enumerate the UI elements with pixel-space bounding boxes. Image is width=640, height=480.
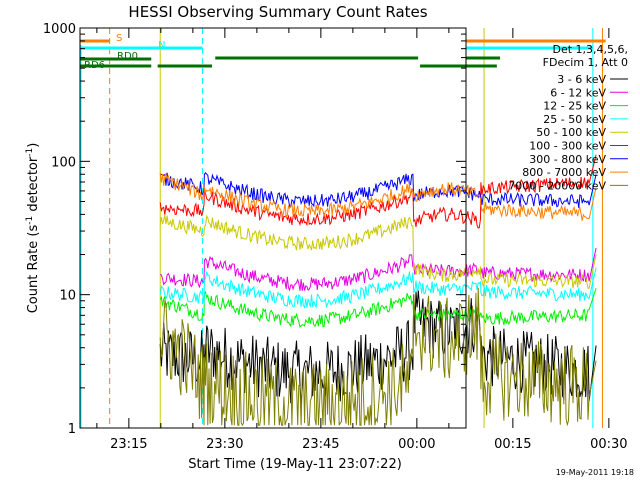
plot-frame bbox=[79, 27, 467, 429]
y-axis-label-main: Count Rate (s bbox=[26, 225, 41, 314]
y-tick-label: 1000 bbox=[43, 22, 76, 37]
legend-entry-label: 3 - 6 keV bbox=[557, 73, 606, 86]
legend-entry-label: 100 - 300 keV bbox=[529, 140, 606, 153]
flag-label: S bbox=[116, 33, 122, 44]
x-tick-label: 23:15 bbox=[110, 437, 147, 452]
series-line bbox=[159, 287, 597, 328]
x-tick-label: 23:45 bbox=[302, 437, 339, 452]
legend-entry-label: 12 - 25 keV bbox=[543, 100, 606, 113]
y-axis-label-mid: detector bbox=[26, 156, 41, 216]
series-line bbox=[159, 172, 597, 221]
plot-area: S N RD0 RD6 bbox=[80, 28, 606, 428]
y-axis-label-end: ) bbox=[26, 143, 41, 148]
x-tick-label: 00:00 bbox=[398, 437, 435, 452]
x-tick-label: 00:15 bbox=[494, 437, 531, 452]
legend: Det 1,3,4,5,6, FDecim 1, Att 0 3 - 6 keV… bbox=[508, 43, 628, 192]
legend-entry-label: 50 - 100 keV bbox=[536, 126, 606, 139]
legend-entry-label: 6 - 12 keV bbox=[550, 86, 606, 99]
legend-entry-label: 7000 - 20000 keV bbox=[508, 179, 606, 192]
footer-date: 19-May-2011 19:18 bbox=[556, 468, 634, 477]
series-line bbox=[160, 172, 597, 209]
flag-label: N bbox=[158, 40, 165, 51]
series-line bbox=[159, 287, 597, 427]
series-line bbox=[159, 154, 597, 229]
legend-entry-label: 800 - 7000 keV bbox=[522, 166, 606, 179]
flag-label: RD0 bbox=[117, 51, 138, 62]
series-line bbox=[159, 290, 597, 405]
series-line bbox=[159, 267, 597, 309]
chart-title: HESSI Observing Summary Count Rates bbox=[128, 3, 427, 21]
y-tick-label: 10 bbox=[59, 289, 76, 304]
y-axis-label-sup2: -1 bbox=[25, 148, 35, 157]
x-tick-label: 23:30 bbox=[206, 437, 243, 452]
x-tick-label: 00:30 bbox=[590, 437, 627, 452]
series-line bbox=[159, 214, 597, 290]
legend-header-2: FDecim 1, Att 0 bbox=[543, 56, 628, 69]
x-axis-label: Start Time (19-May-11 23:07:22) bbox=[188, 457, 402, 472]
legend-header-1: Det 1,3,4,5,6, bbox=[552, 43, 628, 56]
y-tick-label: 100 bbox=[51, 155, 76, 170]
y-axis-label-sup1: -1 bbox=[25, 216, 35, 225]
legend-entry-label: 25 - 50 keV bbox=[543, 113, 606, 126]
y-axis: 1 10 100 1000 bbox=[43, 22, 466, 437]
series-line bbox=[160, 247, 597, 292]
y-tick-label: 1 bbox=[68, 422, 76, 437]
y-axis-label: Count Rate (s-1 detector-1) bbox=[25, 143, 41, 314]
legend-entry-label: 300 - 800 keV bbox=[529, 153, 606, 166]
flag-label: RD6 bbox=[84, 60, 105, 71]
